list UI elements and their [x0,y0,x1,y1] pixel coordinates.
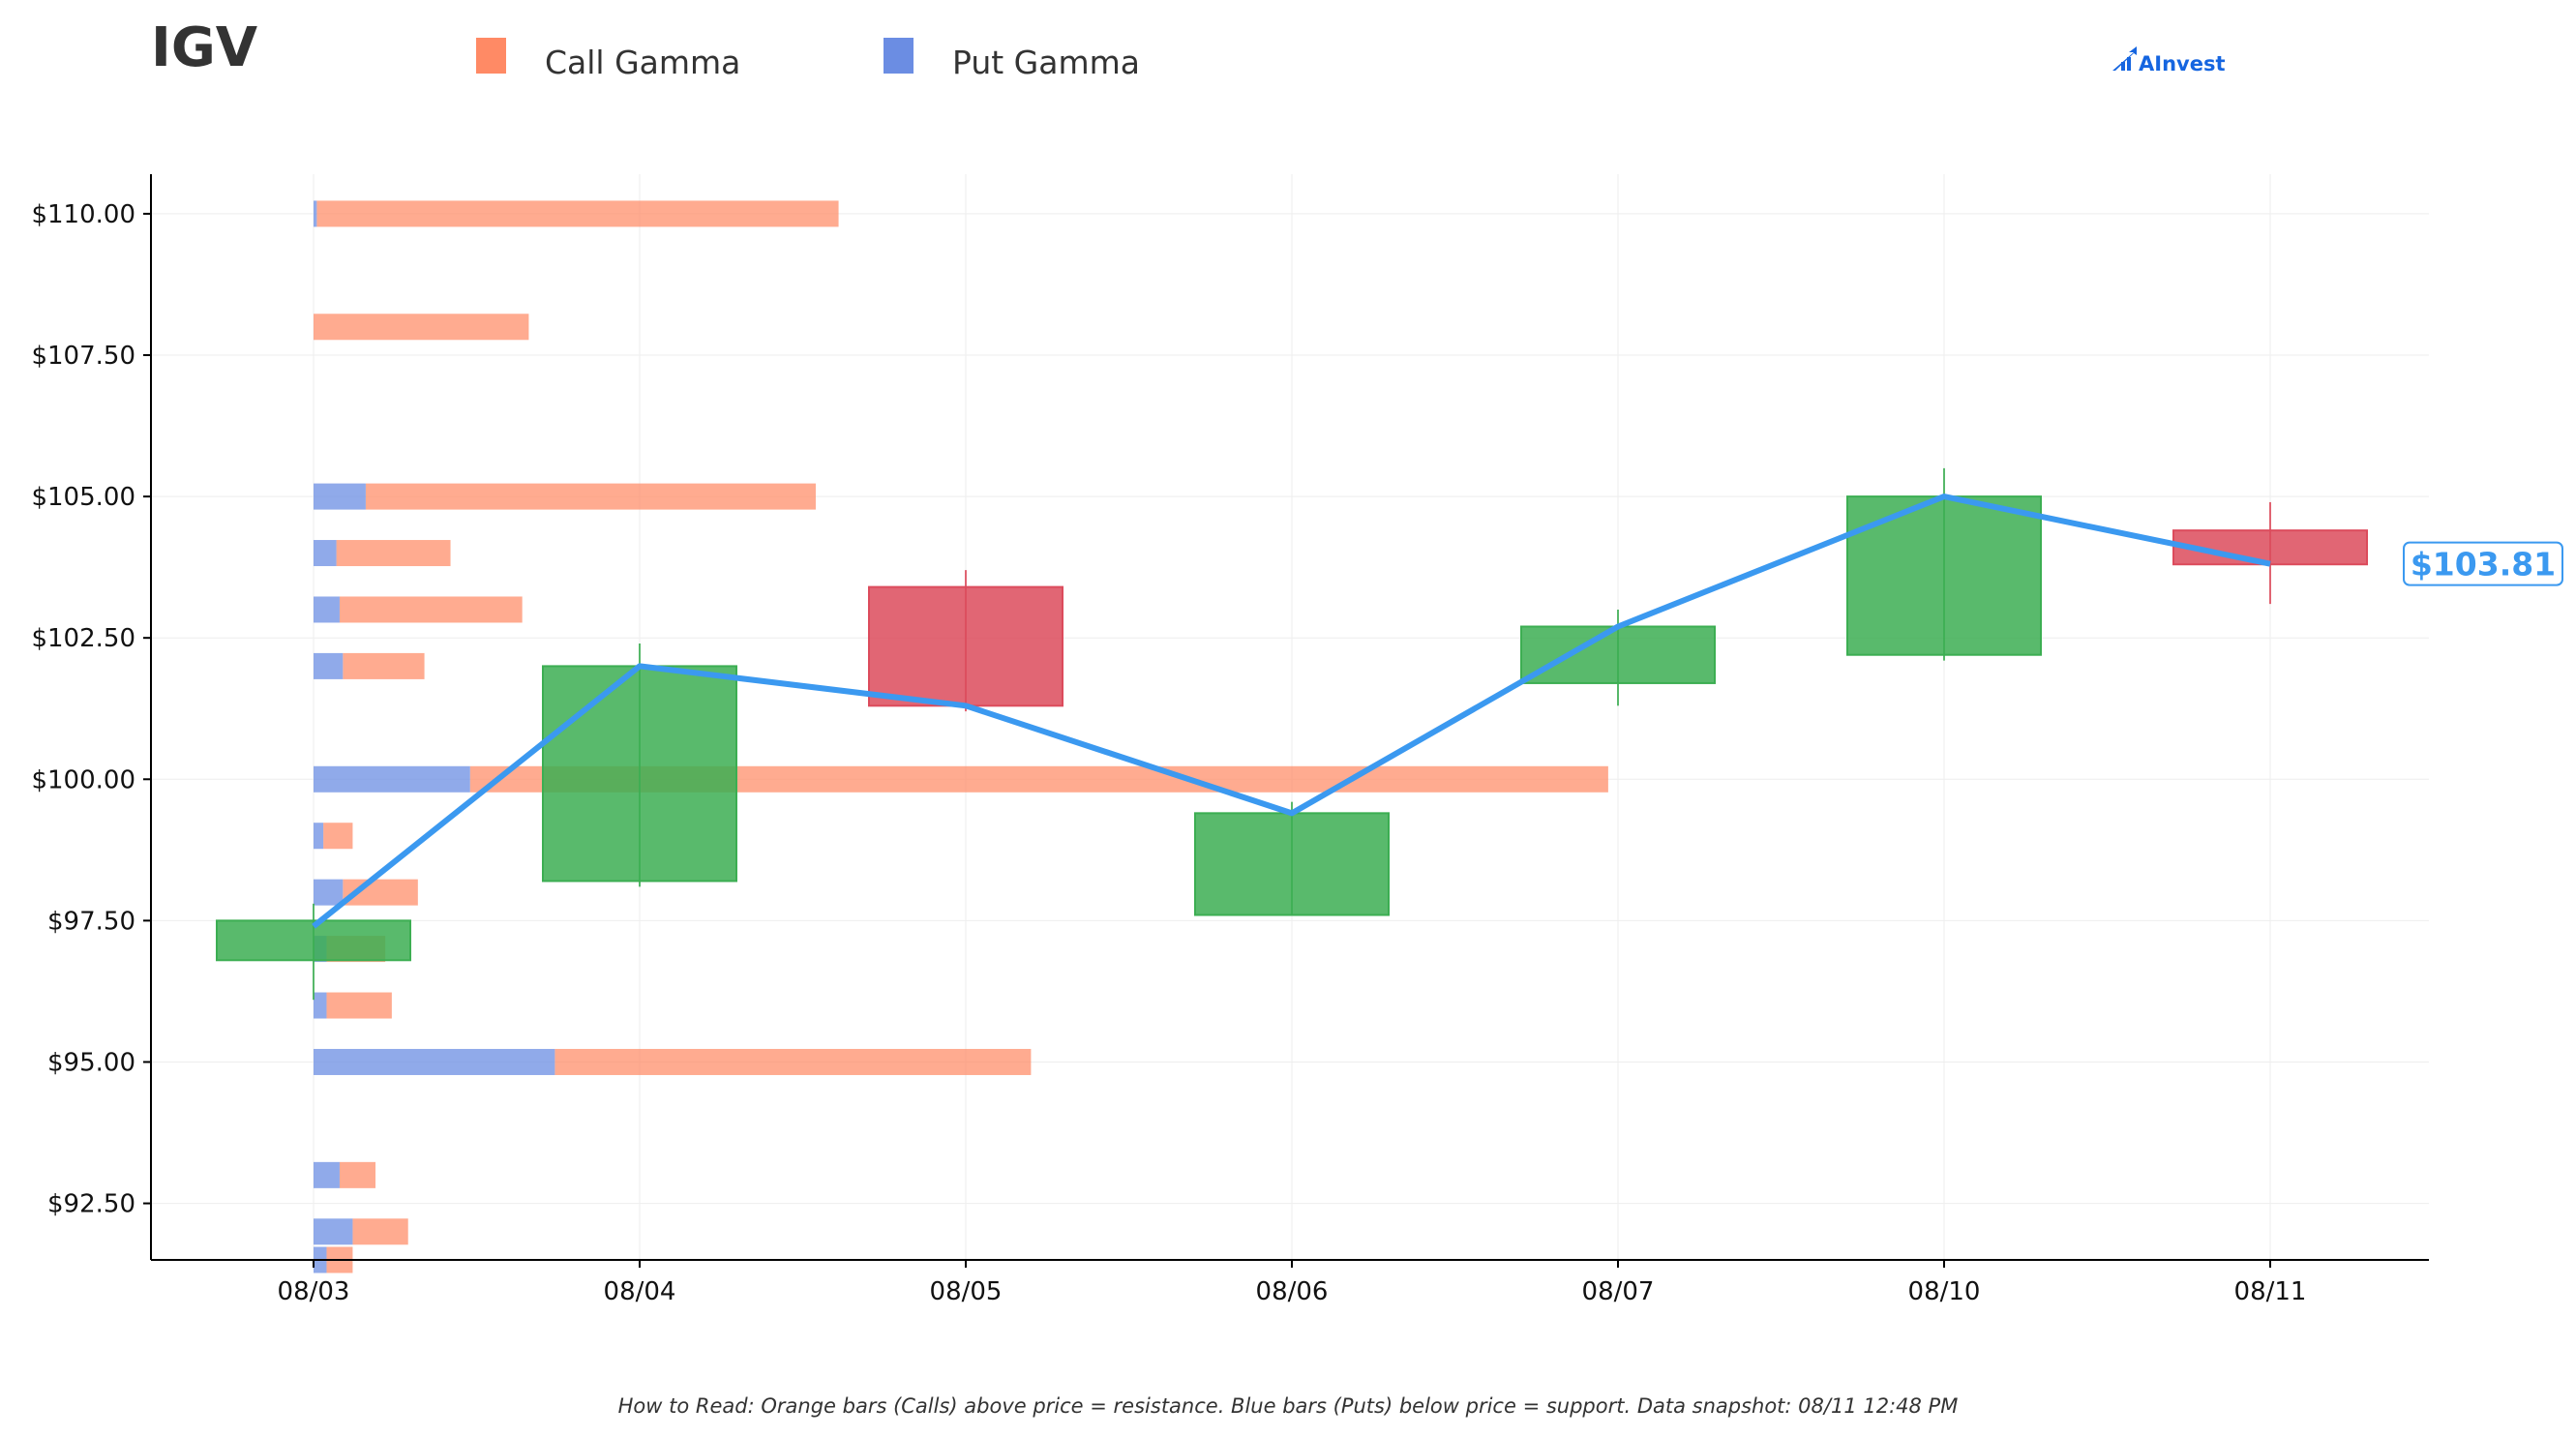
ticker-title: IGV [151,16,258,79]
legend: Call Gamma Put Gamma [476,38,1140,81]
put-gamma-bar [314,1048,555,1075]
y-tick-label: $100.00 [31,765,135,794]
chart-arrow-icon [2112,46,2137,71]
put-gamma-bar [314,596,340,623]
put-gamma-bar [314,765,470,793]
candle-body [868,585,1063,707]
price-line-group [312,494,2271,929]
call-gamma-bar [326,992,392,1019]
call-gamma-bar [314,314,529,341]
put-gamma-bar [314,879,344,906]
put-gamma-bar [314,652,344,679]
candle-body [1520,625,1716,684]
y-tick-label: $95.00 [47,1048,135,1077]
legend-swatch [884,38,914,74]
call-gamma-bar [339,1161,376,1188]
y-tick-label: $97.50 [47,907,135,936]
call-gamma-bar [323,823,353,850]
axes: $110.00 $107.50 $105.00 $102.50 $100.00 $97.5… [31,174,2429,1306]
legend-label: Call Gamma [545,44,740,81]
legend-swatch [476,38,506,74]
current-price-marker: $103.81 [2403,541,2563,586]
y-tick-label: $107.50 [31,342,135,371]
candle-body [216,919,411,962]
x-tick-label: 08/06 [1256,1277,1329,1306]
put-gamma-bar [314,823,324,850]
price-line [312,494,2271,929]
call-gamma-bar [365,483,816,510]
gamma-bars [314,200,1608,1273]
put-gamma-bar [314,992,327,1019]
y-tick-label: $110.00 [31,200,135,229]
call-gamma-bar [316,200,839,227]
call-gamma-bar [336,540,451,567]
put-gamma-bar [314,540,337,567]
candle-body [1846,495,2042,656]
current-price-label: $103.81 [2411,546,2556,584]
candle-body [2172,529,2368,566]
footer-note: How to Read: Orange bars (Calls) above p… [618,1394,1959,1418]
brand-name: AInvest [2139,52,2226,75]
current-price-box [2403,541,2563,586]
brand-bar-2 [2127,57,2131,71]
y-tick-label: $102.50 [31,624,135,653]
call-gamma-bar [343,652,425,679]
call-gamma-bar [339,596,523,623]
put-gamma-bar [314,1218,353,1245]
legend-label: Put Gamma [952,44,1140,81]
x-tick-label: 08/03 [278,1277,350,1306]
x-tick-label: 08/04 [604,1277,676,1306]
candle-body [1194,812,1390,916]
y-tick-label: $92.50 [47,1190,135,1219]
x-tick-label: 08/11 [2234,1277,2307,1306]
legend-item-2: Put Gamma [884,38,1140,81]
x-tick-label: 08/07 [1582,1277,1655,1306]
candle-body [542,665,737,883]
call-gamma-bar [554,1048,1032,1075]
brand-logo: AInvest [2112,46,2226,75]
candlesticks [216,467,2368,1001]
y-tick-label: $105.00 [31,483,135,512]
brand-bar-1 [2121,62,2125,71]
x-tick-label: 08/05 [930,1277,1003,1306]
put-gamma-bar [314,200,317,227]
x-tick-label: 08/10 [1908,1277,1981,1306]
put-gamma-bar [314,1161,340,1188]
legend-item-1: Call Gamma [476,38,740,81]
call-gamma-bar [352,1218,408,1245]
put-gamma-bar [314,483,366,510]
